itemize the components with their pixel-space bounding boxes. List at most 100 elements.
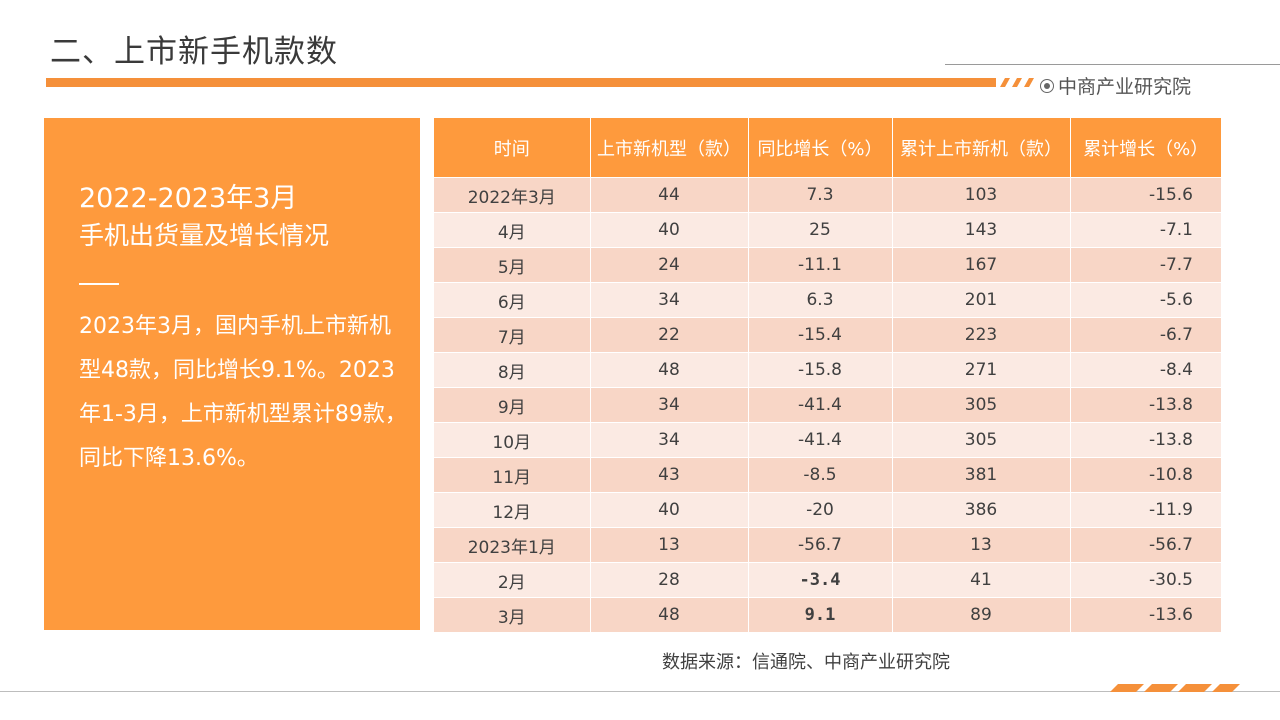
- table-cell: -5.6: [1070, 282, 1221, 318]
- brand: 中商产业研究院: [1040, 72, 1191, 99]
- table-cell: 34: [590, 422, 749, 458]
- stripe-decoration: [1000, 78, 1034, 87]
- table-cell: 223: [892, 317, 1071, 353]
- table-row: 11月 43 -8.5 381 -10.8: [434, 457, 1221, 493]
- table-cell: 34: [590, 282, 749, 318]
- table-cell: 6.3: [748, 282, 893, 318]
- table-cell: 24: [590, 247, 749, 283]
- table-cell: 10月: [434, 422, 591, 458]
- table-cell: 143: [892, 212, 1071, 248]
- table-cell: 25: [748, 212, 893, 248]
- table-cell: -8.5: [748, 457, 893, 493]
- table-cell: 2023年1月: [434, 527, 591, 563]
- table-row: 10月 34 -41.4 305 -13.8: [434, 422, 1221, 458]
- table-cell: -30.5: [1070, 562, 1221, 598]
- table-cell: -11.1: [748, 247, 893, 283]
- table-cell: -13.8: [1070, 422, 1221, 458]
- table-cell: 34: [590, 387, 749, 423]
- table-cell: -7.7: [1070, 247, 1221, 283]
- data-table: 时间 上市新机型（款） 同比增长（%） 累计上市新机（款） 累计增长（%） 2022年3…: [434, 118, 1221, 632]
- table-cell: -7.1: [1070, 212, 1221, 248]
- table-cell: 386: [892, 492, 1071, 528]
- data-source: 数据来源：信通院、中商产业研究院: [662, 652, 950, 673]
- table-cell: 201: [892, 282, 1071, 318]
- summary-title-line1: 2022-2023年3月: [79, 183, 298, 214]
- table-cell: 11月: [434, 457, 591, 493]
- column-header: 上市新机型（款）: [590, 118, 749, 178]
- table-cell: -3.4: [748, 562, 893, 598]
- bottom-stripe-decoration: [1110, 684, 1240, 692]
- table-cell: 2022年3月: [434, 177, 591, 213]
- table-row: 3月 48 9.1 89 -13.6: [434, 597, 1221, 632]
- table-cell: -56.7: [1070, 527, 1221, 563]
- table-cell: -20: [748, 492, 893, 528]
- table-cell: 305: [892, 422, 1071, 458]
- table-cell: 381: [892, 457, 1071, 493]
- column-header: 累计上市新机（款）: [892, 118, 1071, 178]
- page-title: 二、上市新手机款数: [50, 34, 338, 70]
- table-cell: 3月: [434, 597, 591, 632]
- table-cell: 4月: [434, 212, 591, 248]
- table-row: 9月 34 -41.4 305 -13.8: [434, 387, 1221, 423]
- table-cell: -15.8: [748, 352, 893, 388]
- table-cell: 48: [590, 352, 749, 388]
- table-cell: 9.1: [748, 597, 893, 632]
- table-header-row: 时间 上市新机型（款） 同比增长（%） 累计上市新机（款） 累计增长（%）: [434, 118, 1221, 178]
- table-cell: 6月: [434, 282, 591, 318]
- summary-panel: 2022-2023年3月 手机出货量及增长情况 2023年3月，国内手机上市新机…: [44, 118, 420, 630]
- table-cell: 2月: [434, 562, 591, 598]
- table-cell: 271: [892, 352, 1071, 388]
- thin-header-line: [945, 64, 1280, 65]
- table-cell: 22: [590, 317, 749, 353]
- table-cell: -15.4: [748, 317, 893, 353]
- table-cell: 28: [590, 562, 749, 598]
- summary-title-line2: 手机出货量及增长情况: [79, 221, 330, 250]
- column-header: 时间: [434, 118, 591, 178]
- summary-divider: [79, 283, 119, 285]
- table-cell: 7月: [434, 317, 591, 353]
- table-cell: 13: [590, 527, 749, 563]
- table-cell: -11.9: [1070, 492, 1221, 528]
- table-cell: 43: [590, 457, 749, 493]
- title-underline-bar: [46, 78, 996, 87]
- table-cell: -10.8: [1070, 457, 1221, 493]
- table-cell: 40: [590, 212, 749, 248]
- column-header: 同比增长（%）: [748, 118, 893, 178]
- table-row: 2023年1月 13 -56.7 13 -56.7: [434, 527, 1221, 563]
- table-cell: 13: [892, 527, 1071, 563]
- table-row: 2022年3月 44 7.3 103 -15.6: [434, 177, 1221, 213]
- table-cell: 7.3: [748, 177, 893, 213]
- table-row: 12月 40 -20 386 -11.9: [434, 492, 1221, 528]
- brand-name: 中商产业研究院: [1058, 76, 1192, 98]
- table-row: 7月 22 -15.4 223 -6.7: [434, 317, 1221, 353]
- brand-logo-icon: [1040, 78, 1054, 93]
- table-cell: -8.4: [1070, 352, 1221, 388]
- table-cell: 5月: [434, 247, 591, 283]
- table-row: 4月 40 25 143 -7.1: [434, 212, 1221, 248]
- table-cell: -56.7: [748, 527, 893, 563]
- table-cell: 12月: [434, 492, 591, 528]
- table-row: 5月 24 -11.1 167 -7.7: [434, 247, 1221, 283]
- summary-body: 2023年3月，国内手机上市新机型48款，同比增长9.1%。2023年1-3月，…: [79, 314, 407, 471]
- table-cell: -13.6: [1070, 597, 1221, 632]
- column-header: 累计增长（%）: [1070, 118, 1221, 178]
- table-cell: 48: [590, 597, 749, 632]
- table-row: 6月 34 6.3 201 -5.6: [434, 282, 1221, 318]
- table-cell: 167: [892, 247, 1071, 283]
- table-cell: 89: [892, 597, 1071, 632]
- table-cell: 44: [590, 177, 749, 213]
- table-cell: -15.6: [1070, 177, 1221, 213]
- table-cell: 9月: [434, 387, 591, 423]
- table-cell: -13.8: [1070, 387, 1221, 423]
- bottom-line: [0, 691, 1280, 692]
- table-row: 8月 48 -15.8 271 -8.4: [434, 352, 1221, 388]
- table-cell: 305: [892, 387, 1071, 423]
- table-row: 2月 28 -3.4 41 -30.5: [434, 562, 1221, 598]
- table-cell: -6.7: [1070, 317, 1221, 353]
- table-cell: 41: [892, 562, 1071, 598]
- table-cell: 40: [590, 492, 749, 528]
- table-cell: 8月: [434, 352, 591, 388]
- table-cell: -41.4: [748, 422, 893, 458]
- table-cell: 103: [892, 177, 1071, 213]
- table-cell: -41.4: [748, 387, 893, 423]
